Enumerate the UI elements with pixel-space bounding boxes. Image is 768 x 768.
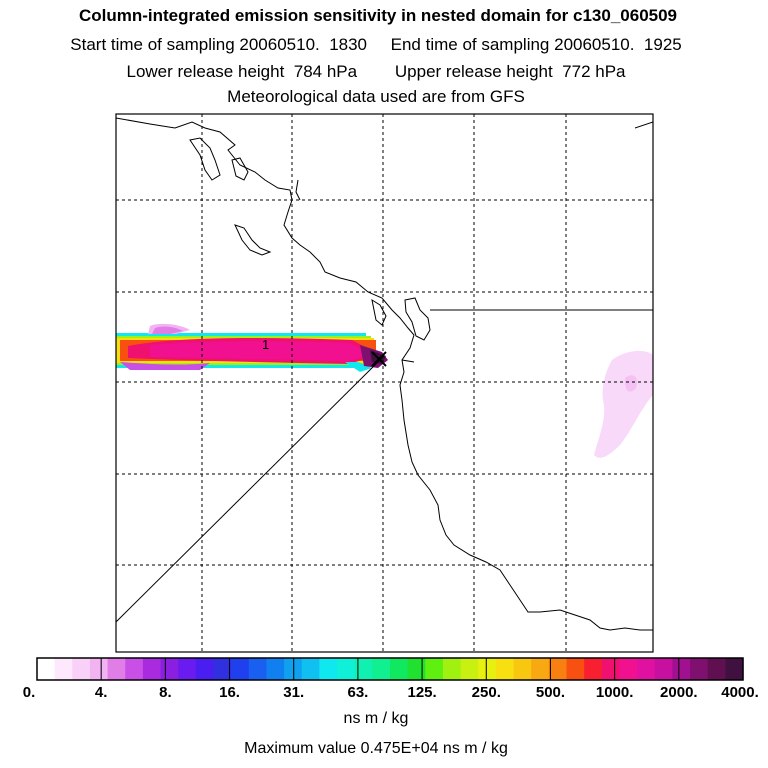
legend-swatch [425, 658, 444, 680]
legend-swatch [89, 658, 109, 680]
sampling-times: Start time of sampling 20060510. 1830 En… [0, 35, 760, 55]
legend-swatch [672, 658, 691, 680]
legend-swatch [319, 658, 338, 680]
legend-swatch [390, 658, 409, 680]
legend-swatch [107, 658, 126, 680]
legend-swatch [407, 658, 426, 680]
legend-swatch [213, 658, 232, 680]
legend-swatch [531, 658, 550, 680]
legend-tick-label: 250. [471, 684, 501, 701]
legend-swatch [478, 658, 497, 680]
legend-tick-label: 31. [283, 684, 305, 701]
legend-swatch [584, 658, 603, 680]
legend-swatch [495, 658, 515, 680]
legend-swatch [37, 658, 56, 680]
end-time-label: End time of sampling 20060510. 1925 [390, 35, 682, 54]
map-title: Column-integrated emission sensitivity i… [78, 6, 678, 25]
legend-tick-label: 125. [407, 684, 437, 701]
color-legend-bar [36, 657, 744, 681]
legend-swatch [566, 658, 585, 680]
map-frame [115, 113, 654, 653]
legend-swatch [142, 658, 162, 680]
legend-units: ns m / kg [343, 710, 409, 727]
upper-release-label: Upper release height 772 hPa [394, 62, 626, 81]
legend-swatch [637, 658, 656, 680]
legend-border [36, 657, 744, 681]
legend-tick-label: 0. [22, 684, 36, 701]
start-time-label: Start time of sampling 20060510. 1830 [70, 35, 368, 54]
legend-swatch [231, 658, 250, 680]
legend-swatch [301, 658, 320, 680]
max-value-label: Maximum value 0.475E+04 ns m / kg [244, 740, 508, 757]
emission-plume [116, 323, 388, 372]
legend-swatch [654, 658, 673, 680]
legend-tick-label: 63. [347, 684, 369, 701]
legend-tick-label: 4000. [721, 684, 759, 701]
legend-swatch [707, 658, 726, 680]
legend-swatch [372, 658, 391, 680]
legend-swatch [725, 658, 744, 680]
legend-tick-label: 500. [535, 684, 566, 701]
legend-swatch [548, 658, 568, 680]
legend-swatch [160, 658, 179, 680]
legend-swatch [125, 658, 144, 680]
legend-swatch [337, 658, 356, 680]
legend-swatch [442, 658, 462, 680]
legend-tick-label: 1000. [595, 684, 634, 701]
legend-swatch [54, 658, 73, 680]
release-heights: Lower release height 784 hPa Upper relea… [0, 62, 760, 82]
met-data-label: Meteorological data used are from GFS [227, 87, 525, 106]
legend-swatch [601, 658, 621, 680]
legend-swatch [248, 658, 268, 680]
legend-tick-label: 16. [219, 684, 240, 701]
legend-swatch [72, 658, 91, 680]
legend-swatch [284, 658, 303, 680]
legend-swatch [619, 658, 638, 680]
legend-tick-label: 4. [94, 684, 108, 701]
lower-release-label: Lower release height 784 hPa [126, 62, 358, 81]
legend-tick-label: 8. [159, 684, 172, 701]
faint-sensitivity-patch [594, 350, 653, 458]
legend-tick-label: 2000. [660, 684, 698, 701]
legend-swatch [690, 658, 709, 680]
legend-swatch [354, 658, 373, 680]
legend-swatch [460, 658, 479, 680]
legend-swatch [513, 658, 532, 680]
plume-label: 1 [262, 337, 269, 352]
lat-lon-grid [116, 114, 653, 652]
release-point-marker [371, 351, 387, 367]
coastline [116, 117, 653, 631]
legend-swatch [178, 658, 197, 680]
legend-swatch [266, 658, 285, 680]
legend-swatch [195, 658, 215, 680]
